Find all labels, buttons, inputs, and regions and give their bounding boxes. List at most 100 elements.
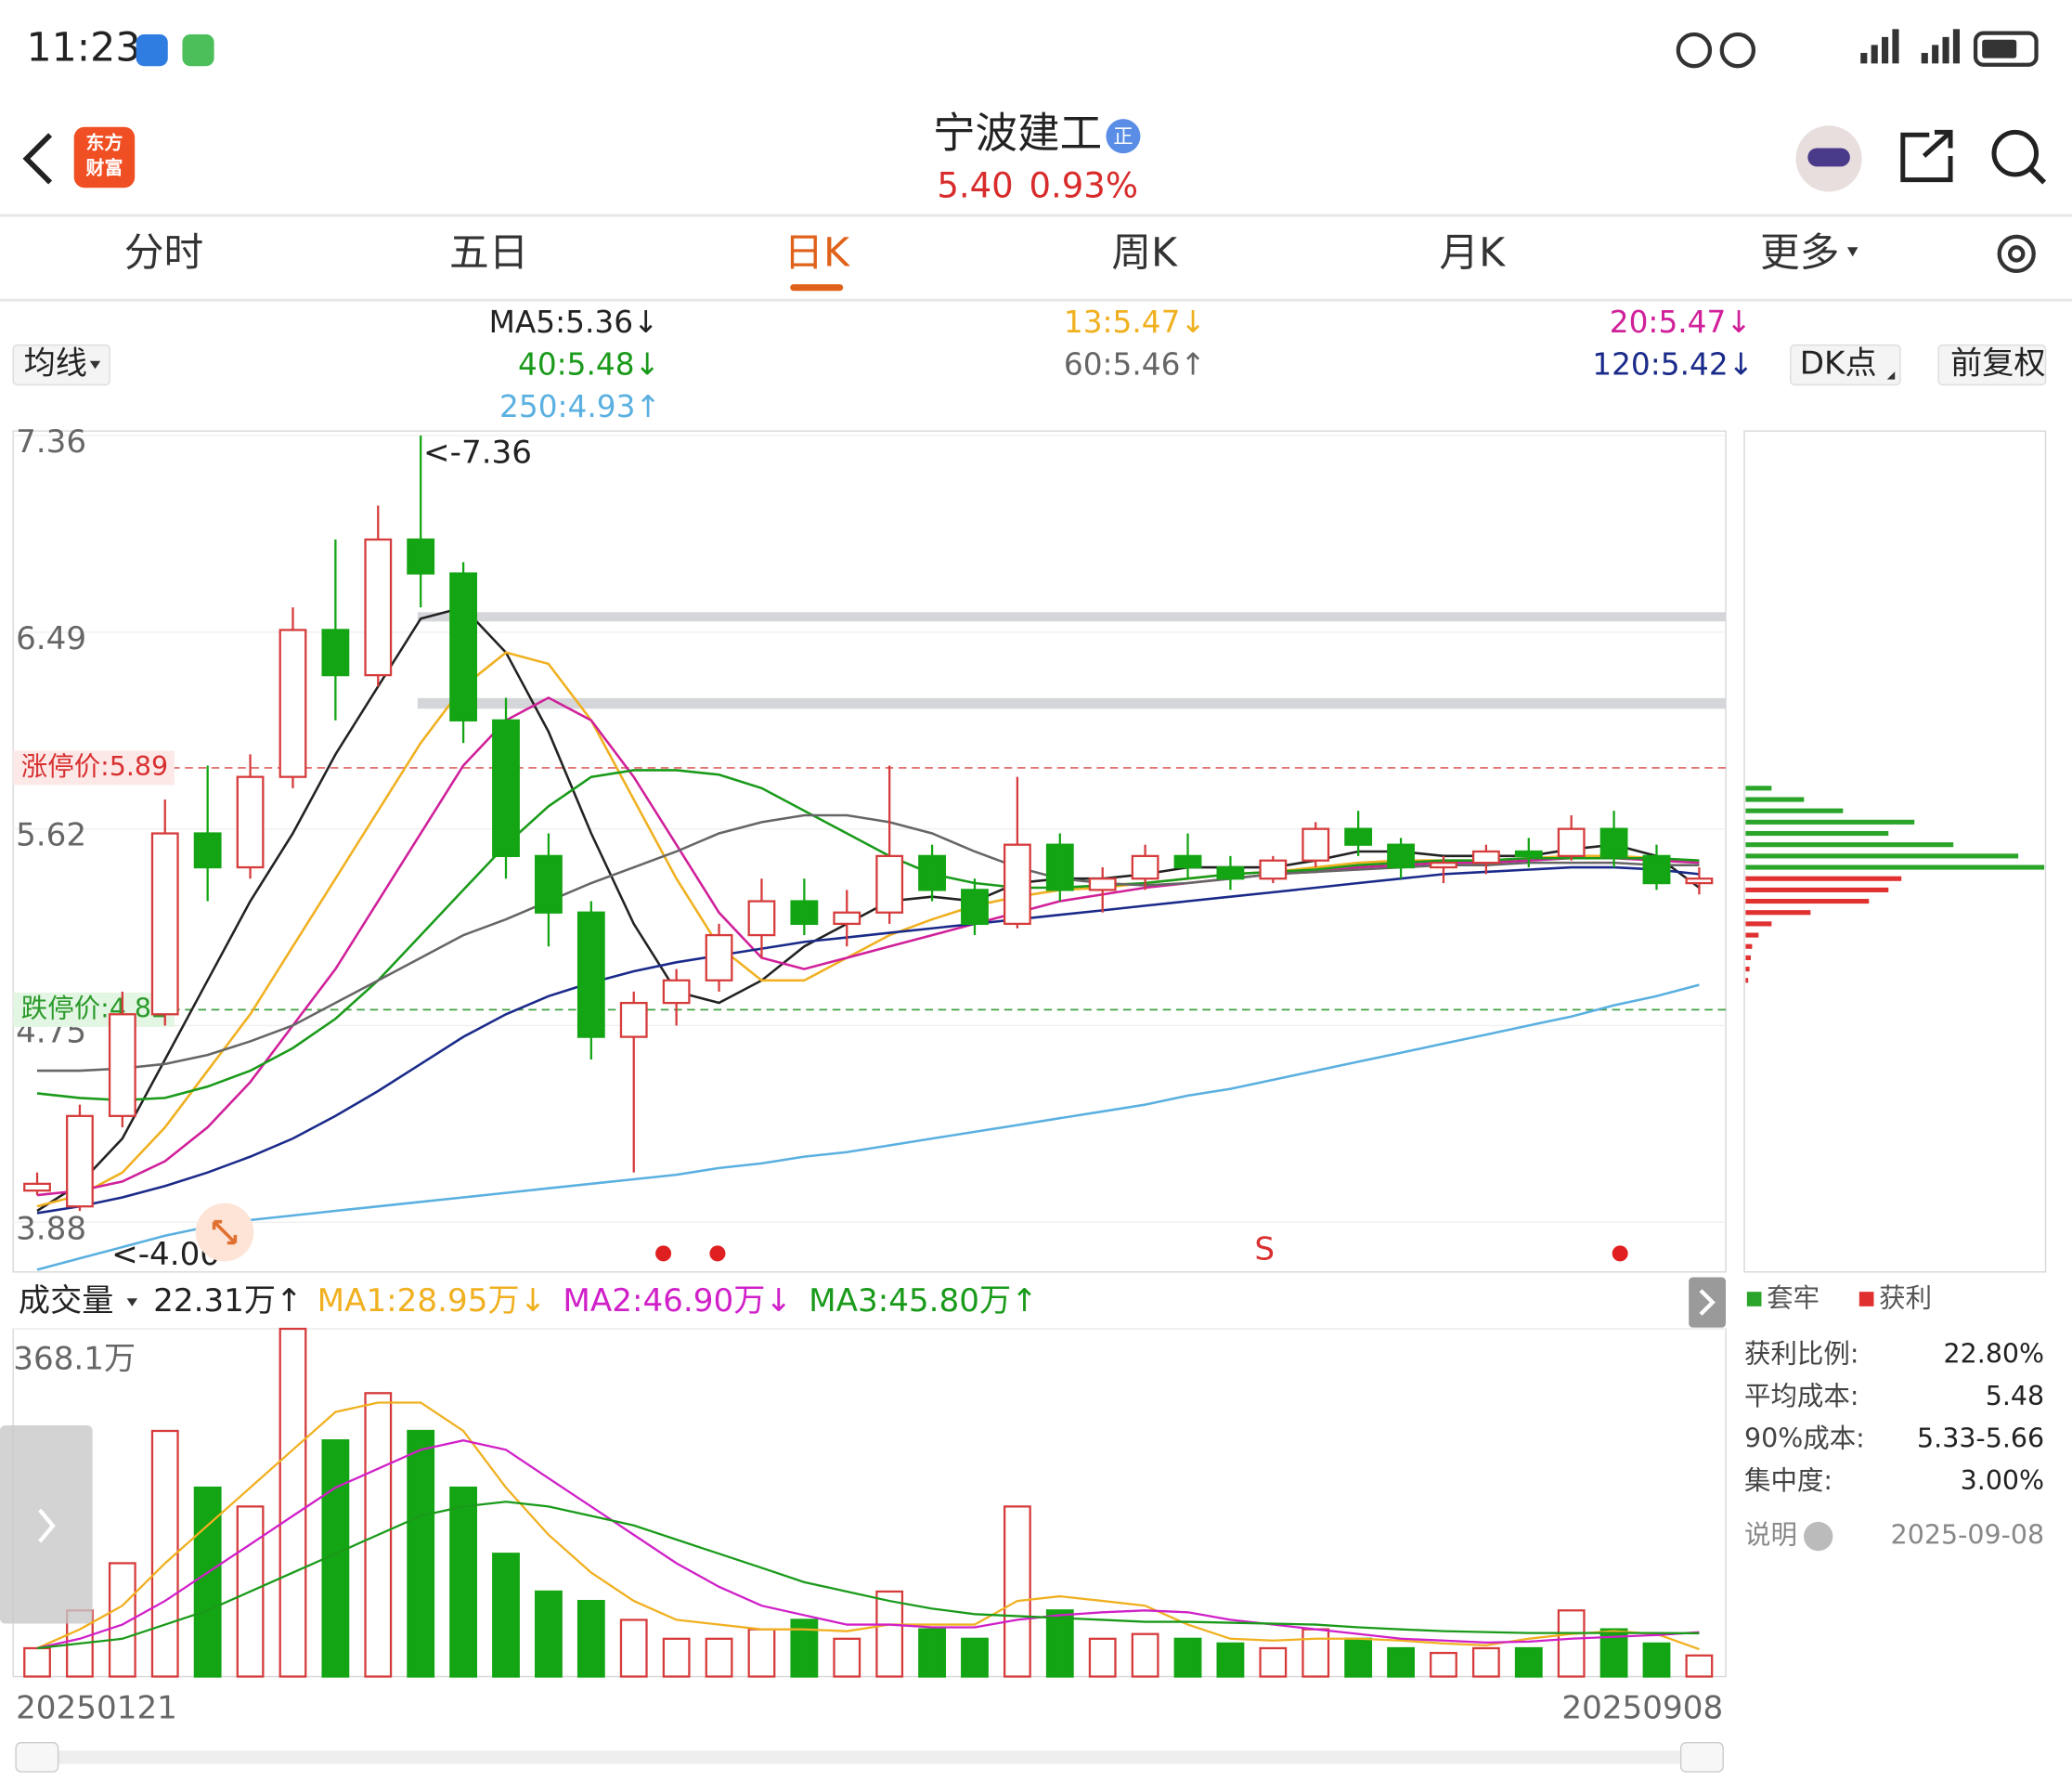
ma-legend: 13:5.47↓ xyxy=(1064,305,1206,340)
candle-body xyxy=(619,1001,648,1038)
ma-legend: 250:4.93↑ xyxy=(499,389,661,424)
chip-bar xyxy=(1745,786,1772,791)
tab-indicator xyxy=(790,284,844,292)
candle-body xyxy=(23,1182,51,1192)
dk-button[interactable] xyxy=(1790,344,1901,386)
high-annotation: <-7.36 xyxy=(423,434,532,471)
candle-body xyxy=(918,854,946,891)
avatar-visor xyxy=(1807,148,1850,167)
dropdown-arrow xyxy=(1847,247,1858,257)
dropdown-arrow xyxy=(89,360,101,370)
y-tick-label: 7.36 xyxy=(16,423,86,461)
volume-bar xyxy=(1131,1632,1159,1678)
ma-legend: 120:5.42↓ xyxy=(1592,346,1754,382)
ma-legend: 40:5.48↓ xyxy=(518,346,660,382)
scroll-handle[interactable] xyxy=(15,1741,59,1773)
volume-bar xyxy=(1430,1651,1457,1678)
limit-label: 跌停价:4.82 xyxy=(21,993,168,1023)
stock-price: 5.40 xyxy=(937,166,1013,206)
volume-bar xyxy=(662,1637,691,1678)
chip-bar xyxy=(1745,853,2019,859)
volume-bar xyxy=(619,1618,648,1678)
chip-bar xyxy=(1745,842,1954,848)
volume-bar xyxy=(1216,1642,1245,1678)
candle-body xyxy=(1216,865,1245,880)
volume-ma-legend: MA2:46.90万↓ xyxy=(563,1282,792,1320)
candle-body xyxy=(1387,843,1415,869)
y-tick-label: 3.88 xyxy=(16,1210,86,1247)
scrollbar[interactable] xyxy=(18,1750,1724,1764)
candle-body xyxy=(407,538,435,575)
chip-bar xyxy=(1745,887,1889,892)
volume-bar xyxy=(1088,1637,1117,1678)
volume-bar xyxy=(1557,1609,1586,1678)
stat-label: 90%成本: xyxy=(1744,1424,1865,1454)
back-button[interactable] xyxy=(22,133,53,185)
volume-bar xyxy=(150,1429,179,1678)
limit-label: 涨停价:5.89 xyxy=(21,751,168,782)
stock-name: 宁波建工 xyxy=(933,109,1102,158)
volume-bar xyxy=(1642,1642,1671,1678)
limit-label-bg xyxy=(13,992,175,1027)
settings-button[interactable] xyxy=(1997,234,2036,274)
price-frame xyxy=(12,430,1727,1273)
volume-bar xyxy=(193,1486,222,1678)
chip-stats: 获利比例: 22.80% 平均成本: 5.48 90%成本: 5.33-5.66 集中度: 3… xyxy=(1744,1338,2044,1496)
candle-body xyxy=(576,911,605,1038)
ma-selector[interactable] xyxy=(12,344,110,386)
tab[interactable]: 更多 xyxy=(1760,229,1839,276)
candle-body xyxy=(705,933,733,982)
stat-value: 5.48 xyxy=(1986,1381,2044,1411)
stat-label: 集中度: xyxy=(1744,1465,1832,1496)
candle-body xyxy=(1642,854,1671,885)
side-drawer-handle[interactable] xyxy=(0,1424,93,1624)
tab-bar: 分时 五日 日K 周K 月K 更多 xyxy=(124,229,1858,292)
y-tick-label: 5.62 xyxy=(16,817,86,854)
tab[interactable]: 日K xyxy=(783,229,850,276)
tab[interactable]: 周K xyxy=(1111,229,1178,276)
chip-bar xyxy=(1745,978,1749,983)
chip-bar xyxy=(1745,864,2045,870)
ma-line xyxy=(36,696,1700,1197)
tab[interactable]: 月K xyxy=(1439,229,1506,276)
volume-bar xyxy=(278,1327,307,1678)
candle-body xyxy=(236,775,265,869)
signal-dot xyxy=(1612,1245,1628,1262)
scroll-handle[interactable] xyxy=(1679,1741,1724,1773)
info-icon[interactable] xyxy=(1804,1521,1833,1552)
search-button[interactable] xyxy=(1991,129,2047,185)
ma-selector-label: 均线 xyxy=(24,344,87,382)
app-logo[interactable] xyxy=(73,126,136,188)
ma-line xyxy=(36,813,1700,1072)
chevron xyxy=(1699,1289,1716,1316)
volume-ma-legend: MA3:45.80万↑ xyxy=(809,1282,1038,1320)
candle-body xyxy=(278,629,307,778)
ma-line xyxy=(36,605,1701,1213)
tab[interactable]: 五日 xyxy=(449,229,528,276)
tab[interactable]: 分时 xyxy=(124,229,203,276)
share-button[interactable] xyxy=(1900,129,1953,183)
ma-line xyxy=(36,865,1700,1215)
note-link[interactable]: 说明 xyxy=(1744,1520,1797,1551)
volume-current: 22.31万↑ xyxy=(153,1282,303,1320)
volume-bar xyxy=(1387,1646,1415,1678)
chip-bar xyxy=(1745,910,1811,916)
logo-text: 东方 xyxy=(86,132,123,154)
volume-bar xyxy=(918,1628,946,1678)
candle-body xyxy=(662,979,691,1005)
adjust-button[interactable] xyxy=(1937,344,2047,386)
legend-label: 套牢 xyxy=(1767,1283,1819,1314)
volume-tick-label: 368.1万 xyxy=(13,1341,136,1378)
expand-indicator-button[interactable] xyxy=(1689,1277,1727,1328)
volume-bar xyxy=(705,1637,733,1678)
badge xyxy=(1106,119,1141,154)
dk-label: DK点 xyxy=(1800,344,1877,382)
volume-bar xyxy=(961,1637,989,1678)
volume-bar xyxy=(875,1590,904,1678)
candle-body xyxy=(364,538,393,677)
volume-bar xyxy=(407,1429,435,1678)
candle-body xyxy=(1173,854,1202,869)
candle-body xyxy=(321,629,350,677)
volume-bar xyxy=(1685,1654,1714,1678)
